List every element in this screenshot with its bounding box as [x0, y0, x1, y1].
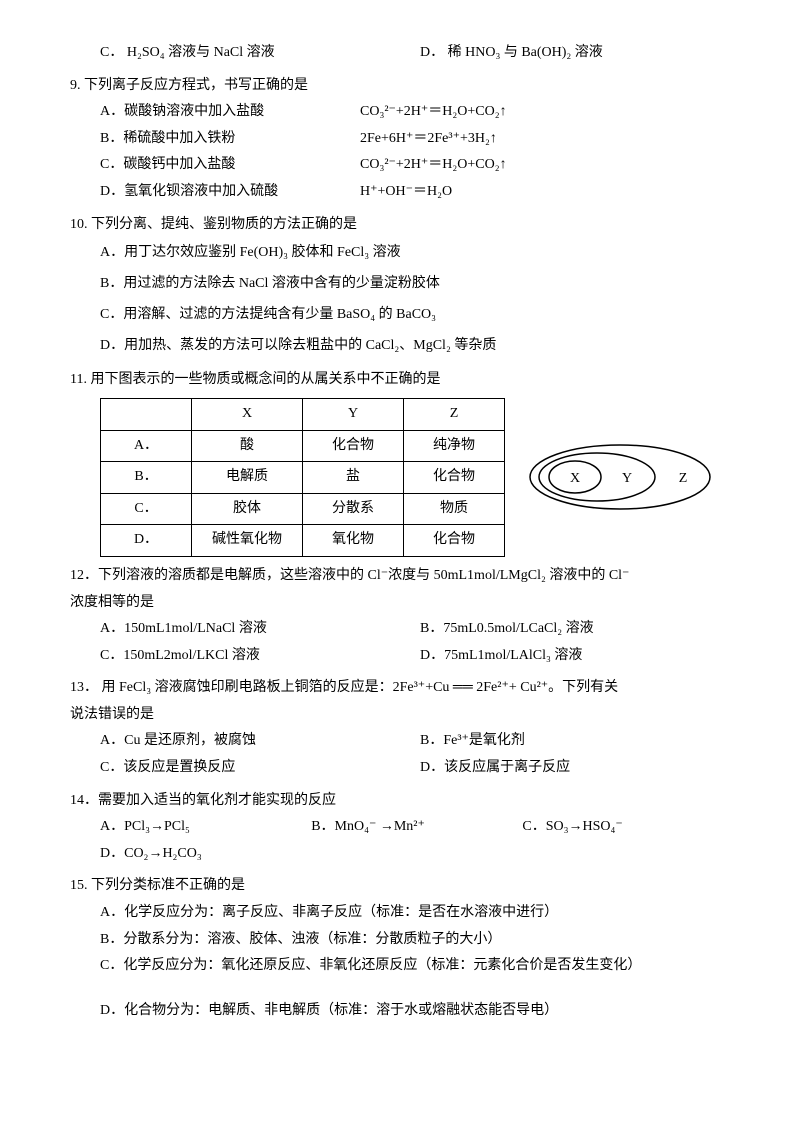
- q12-a: A．150mL1mol/LNaCl 溶液: [100, 616, 420, 643]
- q14-a: A．PCl₃→PCl₅: [100, 814, 311, 841]
- q14-stem: 14．需要加入适当的氧化剂才能实现的反应: [70, 788, 740, 815]
- q13-d: D．该反应属于离子反应: [420, 755, 740, 782]
- table-row: D．碱性氧化物氧化物化合物: [101, 525, 505, 557]
- q15-stem: 15. 下列分类标准不正确的是: [70, 873, 740, 900]
- q9-d-text: D．氢氧化钡溶液中加入硫酸: [100, 179, 360, 206]
- q10: 10. 下列分离、提纯、鉴别物质的方法正确的是 A．用丁达尔效应鉴别 Fe(OH…: [70, 212, 740, 362]
- q9-c-text: C．碳酸钙中加入盐酸: [100, 152, 360, 179]
- q9-b-eq: 2Fe+6H⁺＝2Fe³⁺+3H₂↑: [360, 126, 497, 153]
- q15-d: D．化合物分为：电解质、非电解质（标准：溶于水或熔融状态能否导电）: [100, 998, 740, 1025]
- q12-b: B．75mL0.5mol/LCaCl₂ 溶液: [420, 616, 740, 643]
- q9-d-eq: H⁺+OH⁻＝H₂O: [360, 179, 452, 206]
- q13: 13． 用 FeCl₃ 溶液腐蚀印刷电路板上铜箔的反应是：2Fe³⁺+Cu ══…: [70, 675, 740, 781]
- q14: 14．需要加入适当的氧化剂才能实现的反应 A．PCl₃→PCl₅ B．MnO₄⁻…: [70, 788, 740, 868]
- table-row: XYZ: [101, 398, 505, 430]
- q9-b-text: B．稀硫酸中加入铁粉: [100, 126, 360, 153]
- q13-a: A．Cu 是还原剂，被腐蚀: [100, 728, 420, 755]
- q9-a-eq: CO₃²⁻+2H⁺＝H₂O+CO₂↑: [360, 99, 507, 126]
- q10-c: C．用溶解、过滤的方法提纯含有少量 BaSO₄ 的 BaCO₃: [100, 300, 740, 331]
- q8-options-cd: C． H₂SO₄ 溶液与 NaCl 溶液 D． 稀 HNO₃ 与 Ba(OH)₂…: [70, 40, 740, 67]
- table-row: C．胶体分散系物质: [101, 493, 505, 525]
- q9-stem: 9. 下列离子反应方程式，书写正确的是: [70, 73, 740, 100]
- q9-a-text: A．碳酸钠溶液中加入盐酸: [100, 99, 360, 126]
- q14-b: B．MnO₄⁻ →Mn²⁺: [311, 814, 522, 841]
- q12-c: C．150mL2mol/LKCl 溶液: [100, 643, 420, 670]
- q10-d: D．用加热、蒸发的方法可以除去粗盐中的 CaCl₂、MgCl₂ 等杂质: [100, 331, 740, 362]
- q12-stem1: 12．下列溶液的溶质都是电解质，这些溶液中的 Cl⁻浓度与 50mL1mol/L…: [70, 563, 740, 590]
- q8-opt-d: D． 稀 HNO₃ 与 Ba(OH)₂ 溶液: [420, 40, 740, 67]
- q12-d: D．75mL1mol/LAlCl₃ 溶液: [420, 643, 740, 670]
- venn-z: Z: [679, 471, 688, 486]
- q12: 12．下列溶液的溶质都是电解质，这些溶液中的 Cl⁻浓度与 50mL1mol/L…: [70, 563, 740, 669]
- q13-b: B．Fe³⁺是氧化剂: [420, 728, 740, 755]
- q10-a: A．用丁达尔效应鉴别 Fe(OH)₃ 胶体和 FeCl₃ 溶液: [100, 238, 740, 269]
- q8-opt-c: C． H₂SO₄ 溶液与 NaCl 溶液: [100, 40, 420, 67]
- q14-d: D．CO₂→H₂CO₃: [70, 841, 740, 868]
- q14-c: C．SO₃→HSO₄⁻: [522, 814, 733, 841]
- q11-stem: 11. 用下图表示的一些物质或概念间的从属关系中不正确的是: [70, 367, 740, 394]
- q15-b: B．分散系分为：溶液、胶体、浊液（标准：分散质粒子的大小）: [100, 927, 740, 954]
- q10-stem: 10. 下列分离、提纯、鉴别物质的方法正确的是: [70, 212, 740, 239]
- q11: 11. 用下图表示的一些物质或概念间的从属关系中不正确的是 XYZ A．酸化合物…: [70, 367, 740, 557]
- table-row: A．酸化合物纯净物: [101, 430, 505, 462]
- table-row: B．电解质盐化合物: [101, 462, 505, 494]
- q15-c: C．化学反应分为：氧化还原反应、非氧化还原反应（标准：元素化合价是否发生变化）: [100, 953, 740, 980]
- q11-table: XYZ A．酸化合物纯净物 B．电解质盐化合物 C．胶体分散系物质 D．碱性氧化…: [100, 398, 505, 557]
- q12-stem2: 浓度相等的是: [70, 590, 740, 617]
- q13-stem2: 说法错误的是: [70, 702, 740, 729]
- q9: 9. 下列离子反应方程式，书写正确的是 A．碳酸钠溶液中加入盐酸CO₃²⁻+2H…: [70, 73, 740, 206]
- venn-diagram: X Y Z: [525, 437, 715, 517]
- q15-a: A．化学反应分为：离子反应、非离子反应（标准：是否在水溶液中进行）: [100, 900, 740, 927]
- venn-x: X: [570, 471, 580, 486]
- q15: 15. 下列分类标准不正确的是 A．化学反应分为：离子反应、非离子反应（标准：是…: [70, 873, 740, 1024]
- q13-stem1: 13． 用 FeCl₃ 溶液腐蚀印刷电路板上铜箔的反应是：2Fe³⁺+Cu ══…: [70, 675, 740, 702]
- venn-y: Y: [622, 471, 632, 486]
- q9-c-eq: CO₃²⁻+2H⁺＝H₂O+CO₂↑: [360, 152, 507, 179]
- q13-c: C．该反应是置换反应: [100, 755, 420, 782]
- q10-b: B．用过滤的方法除去 NaCl 溶液中含有的少量淀粉胶体: [100, 269, 740, 300]
